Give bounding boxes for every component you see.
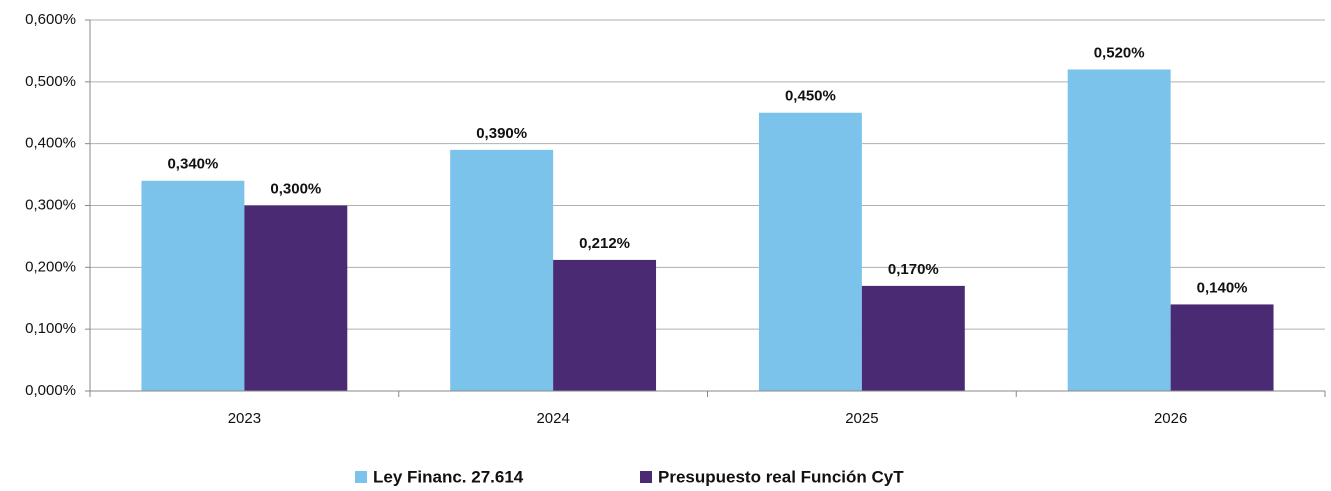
y-tick-label: 0,400% <box>25 135 76 152</box>
x-tick-label: 2024 <box>536 410 569 427</box>
y-tick-label: 0,600% <box>25 11 76 28</box>
x-tick-label: 2025 <box>845 410 878 427</box>
bar <box>861 285 965 391</box>
bar <box>141 180 245 391</box>
bar <box>553 259 657 391</box>
y-tick-label: 0,300% <box>25 196 76 213</box>
bar <box>244 205 348 391</box>
y-tick-label: 0,500% <box>25 73 76 90</box>
legend-label: Presupuesto real Función CyT <box>658 467 904 486</box>
x-tick-label: 2026 <box>1154 410 1187 427</box>
bar <box>450 149 554 391</box>
value-label: 0,212% <box>579 235 630 252</box>
legend-swatch <box>640 471 652 483</box>
bar <box>1067 69 1171 391</box>
value-label: 0,340% <box>167 156 218 173</box>
value-label: 0,520% <box>1094 44 1145 61</box>
legend-label: Ley Financ. 27.614 <box>373 467 524 486</box>
value-label: 0,300% <box>270 180 321 197</box>
bar <box>1170 304 1274 391</box>
x-tick-label: 2023 <box>228 410 261 427</box>
value-label: 0,140% <box>1197 279 1248 296</box>
value-label: 0,390% <box>476 125 527 142</box>
bar <box>758 112 862 391</box>
value-label: 0,170% <box>888 261 939 278</box>
y-tick-label: 0,200% <box>25 258 76 275</box>
y-tick-label: 0,100% <box>25 320 76 337</box>
value-label: 0,450% <box>785 88 836 105</box>
legend-swatch <box>355 471 367 483</box>
y-tick-label: 0,000% <box>25 382 76 399</box>
